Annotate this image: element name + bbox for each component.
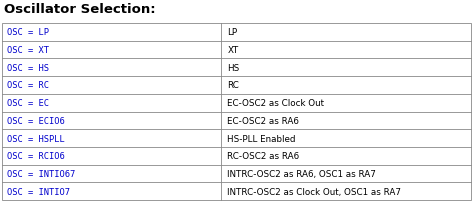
Text: OSC = INTIO67: OSC = INTIO67 (7, 169, 75, 178)
Text: OSC = HSPLL: OSC = HSPLL (7, 134, 65, 143)
Text: EC-OSC2 as RA6: EC-OSC2 as RA6 (228, 116, 299, 125)
Text: OSC = RC: OSC = RC (7, 81, 49, 90)
Text: LP: LP (228, 28, 237, 37)
Text: OSC = ECIO6: OSC = ECIO6 (7, 116, 65, 125)
Text: OSC = RCIO6: OSC = RCIO6 (7, 152, 65, 160)
Text: HS-PLL Enabled: HS-PLL Enabled (228, 134, 296, 143)
Bar (2, 24, 471, 200)
Text: INTRC-OSC2 as Clock Out, OSC1 as RA7: INTRC-OSC2 as Clock Out, OSC1 as RA7 (228, 187, 402, 196)
Text: XT: XT (228, 46, 239, 55)
Text: INTRC-OSC2 as RA6, OSC1 as RA7: INTRC-OSC2 as RA6, OSC1 as RA7 (228, 169, 377, 178)
Text: OSC = INTIO7: OSC = INTIO7 (7, 187, 70, 196)
Text: RC: RC (228, 81, 239, 90)
Text: OSC = EC: OSC = EC (7, 99, 49, 108)
Text: Oscillator Selection:: Oscillator Selection: (4, 3, 156, 16)
Text: OSC = LP: OSC = LP (7, 28, 49, 37)
Text: RC-OSC2 as RA6: RC-OSC2 as RA6 (228, 152, 299, 160)
Text: HS: HS (228, 63, 240, 72)
Text: EC-OSC2 as Clock Out: EC-OSC2 as Clock Out (228, 99, 324, 108)
Text: OSC = XT: OSC = XT (7, 46, 49, 55)
Text: OSC = HS: OSC = HS (7, 63, 49, 72)
